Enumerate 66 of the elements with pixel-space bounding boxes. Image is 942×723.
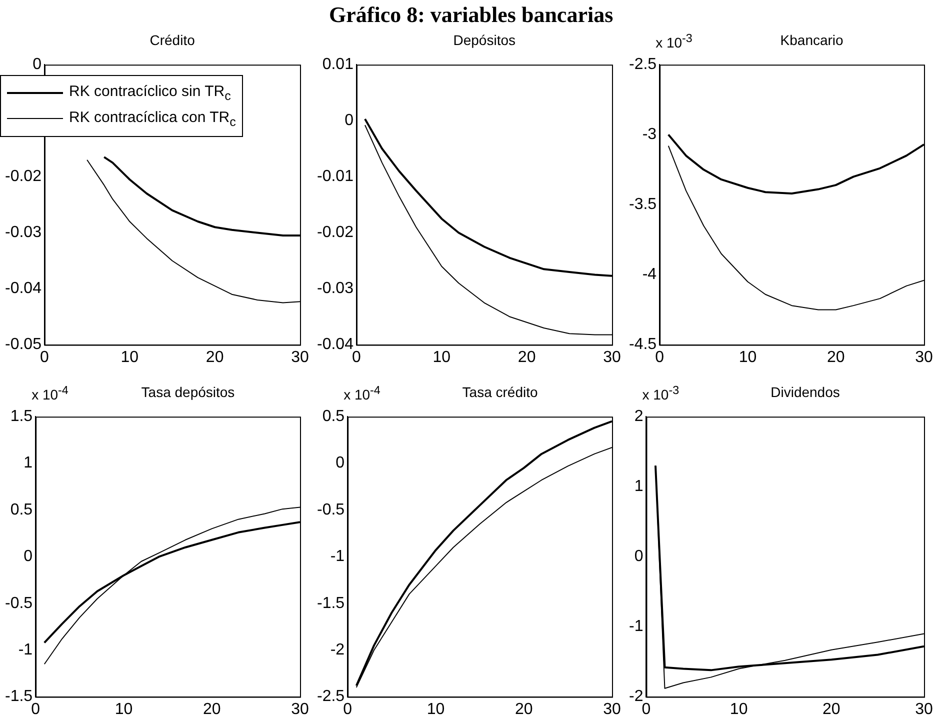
text: x 10$^{-4}$ — [344, 384, 380, 403]
y-tick-label: 0 — [336, 454, 345, 472]
x-tick-label: 10 — [114, 700, 133, 718]
y-tick-label: -1.5 — [316, 594, 345, 612]
chart-title: Gráfico 8: variables bancarias — [329, 2, 614, 28]
chart-subtitle: Crédito — [150, 32, 195, 48]
y-tick-label: -2.5 — [316, 688, 345, 706]
y-tick-label: -0.03 — [317, 280, 354, 298]
legend-label: RK contracíclico sin TR$_{c}$ — [69, 82, 231, 103]
chart-subtitle: Dividendos — [770, 384, 840, 400]
y-tick-label: -0.5 — [4, 594, 33, 612]
x-tick-label: 20 — [514, 700, 533, 718]
y-tick-label: 0 — [344, 112, 354, 130]
y-tick-label: -1 — [18, 642, 33, 659]
x-tick-label: 10 — [432, 348, 451, 366]
y-tick-label: -3 — [642, 126, 657, 144]
y-tick-label: 0.5 — [10, 501, 33, 518]
x-tick-label: 20 — [202, 700, 221, 718]
x-tick-label: 10 — [730, 700, 748, 718]
chart-subtitle: Depósitos — [453, 32, 516, 48]
y-tick-label: 0 — [32, 56, 42, 74]
y-tick-label: -0.01 — [317, 168, 354, 186]
x-tick-label: 10 — [426, 700, 445, 718]
y-tick-label: -1 — [628, 618, 644, 636]
y-tick-label: -4 — [642, 266, 657, 284]
text: x 10$^{-3}$ — [656, 32, 692, 51]
y-tick-label: -0.04 — [317, 336, 354, 354]
y-tick-label: 0.5 — [322, 408, 345, 426]
x-tick-label: 30 — [291, 348, 309, 366]
y-tick-label: -0.04 — [5, 280, 42, 298]
y-tick-label: -0.02 — [317, 224, 354, 242]
text: x 10$^{-4}$ — [32, 384, 68, 403]
y-tick-label: 1 — [24, 454, 33, 472]
text: x 10$^{-3}$ — [642, 384, 680, 403]
y-tick-label: -0.03 — [5, 224, 42, 242]
chart-subtitle: Tasa crédito — [462, 384, 538, 400]
x-tick-label: 30 — [915, 348, 933, 366]
chart-subtitle: Kbancario — [780, 32, 844, 48]
x-tick-label: 20 — [206, 348, 224, 366]
y-tick-label: 2 — [634, 408, 644, 426]
y-tick-label: -2 — [330, 642, 345, 659]
x-tick-label: 10 — [120, 348, 139, 366]
x-tick-label: 10 — [738, 348, 757, 366]
x-tick-label: 30 — [915, 700, 933, 718]
x-tick-label: 30 — [603, 348, 621, 366]
x-tick-label: 20 — [822, 700, 840, 718]
y-tick-label: -0.02 — [5, 168, 42, 186]
x-tick-label: 30 — [291, 700, 309, 718]
y-tick-label: -1 — [330, 548, 345, 566]
y-tick-label: 0.01 — [322, 56, 354, 74]
x-tick-label: 20 — [518, 348, 536, 366]
y-tick-label: 1.5 — [10, 408, 33, 426]
y-tick-label: -0.05 — [5, 336, 42, 354]
y-tick-label: 1 — [634, 478, 644, 496]
y-tick-label: -2 — [628, 688, 644, 706]
y-tick-label: -3.5 — [628, 196, 657, 214]
y-tick-label: -1.5 — [4, 688, 33, 706]
x-tick-label: 20 — [826, 348, 845, 366]
y-tick-label: -2.5 — [628, 56, 657, 74]
legend-label: RK contracíclica con TR$_{c}$ — [69, 108, 236, 129]
y-tick-label: 0 — [24, 548, 33, 566]
y-tick-label: -4.5 — [628, 336, 657, 354]
y-tick-label: 0 — [634, 548, 644, 566]
chart-subtitle: Tasa depósitos — [141, 384, 235, 400]
y-tick-label: -0.5 — [316, 501, 345, 518]
x-tick-label: 30 — [603, 700, 621, 718]
